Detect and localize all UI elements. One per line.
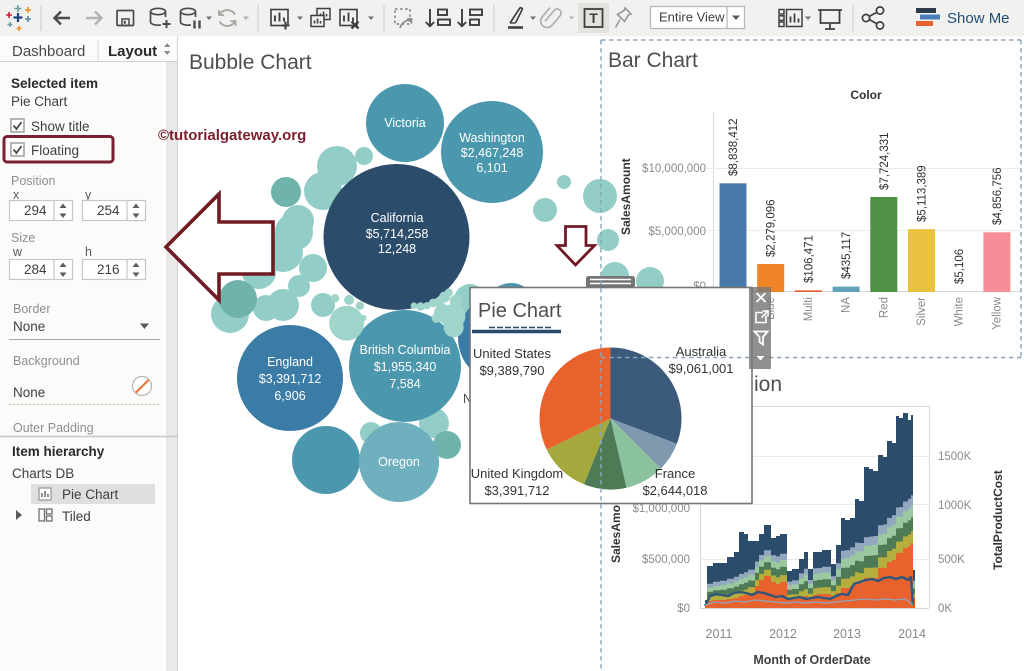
svg-text:$2,644,018: $2,644,018 bbox=[642, 483, 707, 498]
svg-text:$3,391,712: $3,391,712 bbox=[484, 483, 549, 498]
svg-text:ion: ion bbox=[754, 373, 782, 396]
svg-text:6,906: 6,906 bbox=[274, 389, 305, 403]
svg-text:2014: 2014 bbox=[898, 627, 926, 641]
svg-text:Bar Chart: Bar Chart bbox=[608, 49, 698, 72]
svg-text:500K: 500K bbox=[938, 554, 965, 566]
svg-text:Multi: Multi bbox=[803, 297, 815, 321]
svg-text:0K: 0K bbox=[938, 603, 952, 615]
svg-text:Size: Size bbox=[11, 231, 35, 245]
svg-text:Month of OrderDate: Month of OrderDate bbox=[753, 653, 870, 667]
svg-text:$1,955,340: $1,955,340 bbox=[374, 360, 437, 374]
svg-text:Oregon: Oregon bbox=[378, 455, 420, 469]
svg-text:$500,000: $500,000 bbox=[642, 554, 690, 566]
svg-text:$0: $0 bbox=[677, 603, 690, 615]
svg-text:NA: NA bbox=[841, 297, 853, 313]
svg-text:Charts DB: Charts DB bbox=[12, 466, 74, 481]
svg-text:White: White bbox=[954, 297, 966, 326]
svg-text:$5,113,389: $5,113,389 bbox=[917, 165, 929, 222]
svg-text:$5,000,000: $5,000,000 bbox=[648, 226, 706, 238]
svg-text:Pie Chart: Pie Chart bbox=[478, 300, 562, 322]
svg-text:United Kingdom: United Kingdom bbox=[471, 466, 564, 481]
svg-text:h: h bbox=[85, 245, 92, 259]
svg-text:w: w bbox=[12, 245, 23, 259]
svg-text:284: 284 bbox=[24, 262, 47, 277]
svg-text:Border: Border bbox=[13, 302, 51, 316]
svg-text:$435,117: $435,117 bbox=[841, 232, 853, 279]
svg-text:Victoria: Victoria bbox=[384, 116, 426, 130]
svg-text:$1,000,000: $1,000,000 bbox=[632, 503, 690, 515]
svg-text:Tiled: Tiled bbox=[62, 509, 91, 524]
svg-text:$3,391,712: $3,391,712 bbox=[259, 372, 322, 386]
svg-text:$0: $0 bbox=[693, 281, 706, 293]
svg-text:$2,467,248: $2,467,248 bbox=[461, 146, 524, 160]
svg-text:Pie Chart: Pie Chart bbox=[11, 94, 68, 109]
svg-text:1000K: 1000K bbox=[938, 500, 972, 512]
svg-text:$7,724,331: $7,724,331 bbox=[879, 132, 891, 190]
svg-text:Selected item: Selected item bbox=[11, 76, 98, 91]
svg-text:England: England bbox=[267, 355, 313, 369]
svg-text:Yellow: Yellow bbox=[991, 296, 1003, 330]
svg-text:Bubble Chart: Bubble Chart bbox=[189, 51, 312, 74]
svg-text:2011: 2011 bbox=[706, 627, 733, 641]
svg-text:Show title: Show title bbox=[31, 119, 90, 134]
svg-text:Layout: Layout bbox=[108, 43, 157, 60]
svg-text:Position: Position bbox=[11, 174, 56, 188]
svg-text:Ne: Ne bbox=[463, 392, 479, 406]
svg-text:$2,279,096: $2,279,096 bbox=[766, 199, 778, 257]
svg-text:1500K: 1500K bbox=[938, 451, 972, 463]
svg-text:x: x bbox=[13, 188, 20, 202]
svg-text:Pie Chart: Pie Chart bbox=[62, 487, 119, 502]
svg-text:12,248: 12,248 bbox=[378, 242, 416, 256]
svg-text:2012: 2012 bbox=[769, 627, 797, 641]
svg-text:$8,838,412: $8,838,412 bbox=[728, 118, 740, 176]
svg-text:Australia: Australia bbox=[676, 344, 727, 359]
svg-text:Show Me: Show Me bbox=[947, 10, 1010, 27]
svg-text:California: California bbox=[371, 211, 424, 225]
svg-text:$10,000,000: $10,000,000 bbox=[642, 163, 706, 175]
svg-text:Dashboard: Dashboard bbox=[12, 43, 85, 60]
svg-text:216: 216 bbox=[97, 262, 120, 277]
svg-text:$9,389,790: $9,389,790 bbox=[479, 363, 544, 378]
svg-text:7,584: 7,584 bbox=[389, 377, 420, 391]
svg-text:2013: 2013 bbox=[833, 627, 861, 641]
svg-text:Item hierarchy: Item hierarchy bbox=[12, 444, 105, 459]
svg-text:Background: Background bbox=[13, 354, 80, 368]
svg-text:None: None bbox=[13, 319, 45, 334]
svg-text:$106,471: $106,471 bbox=[803, 235, 815, 283]
svg-text:$5,714,258: $5,714,258 bbox=[366, 227, 429, 241]
svg-text:Washington: Washington bbox=[459, 131, 525, 145]
svg-text:Blue: Blue bbox=[765, 297, 777, 320]
svg-text:294: 294 bbox=[24, 203, 47, 218]
svg-text:None: None bbox=[13, 385, 45, 400]
svg-text:$4,856,756: $4,856,756 bbox=[992, 167, 1004, 225]
svg-text:$9,061,001: $9,061,001 bbox=[668, 361, 733, 376]
svg-text:$5,106: $5,106 bbox=[954, 249, 966, 284]
svg-text:British Columbia: British Columbia bbox=[359, 343, 450, 357]
svg-text:Outer Padding: Outer Padding bbox=[13, 421, 94, 435]
svg-text:Entire View: Entire View bbox=[659, 10, 725, 25]
svg-text:Floating: Floating bbox=[31, 143, 79, 158]
svg-text:SalesAmount: SalesAmount bbox=[609, 486, 623, 563]
svg-text:France: France bbox=[655, 466, 695, 481]
svg-text:Red: Red bbox=[878, 297, 890, 318]
svg-text:254: 254 bbox=[97, 203, 120, 218]
svg-text:Color: Color bbox=[850, 88, 882, 102]
svg-text:Silver: Silver bbox=[916, 297, 928, 326]
svg-text:SalesAmount: SalesAmount bbox=[619, 158, 633, 235]
svg-text:y: y bbox=[85, 188, 92, 202]
svg-text:United States: United States bbox=[473, 346, 552, 361]
svg-text:TotalProductCost: TotalProductCost bbox=[991, 470, 1005, 570]
svg-text:©tutorialgateway.org: ©tutorialgateway.org bbox=[158, 127, 306, 144]
svg-text:6,101: 6,101 bbox=[476, 161, 507, 175]
svg-text:T: T bbox=[589, 10, 598, 26]
